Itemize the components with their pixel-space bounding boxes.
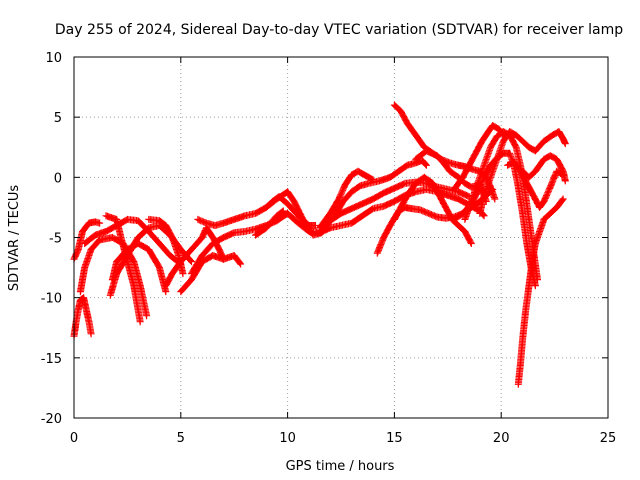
x-tick-label: 10 [279,431,296,446]
x-tick-label: 0 [70,431,78,446]
x-tick-label: 15 [386,431,403,446]
x-tick-label: 5 [177,431,185,446]
data-marker-trail [519,152,569,185]
y-tick-label: 0 [54,171,62,186]
series-s16 [331,157,430,220]
data-marker-trail [514,195,567,388]
y-axis-label: SDTVAR / TECUs [7,185,22,292]
data-marker-trail [504,158,567,211]
series-s23 [476,128,569,217]
data-marker-trail [450,122,507,193]
series-s27 [514,195,567,388]
series-s13 [262,193,319,229]
series-s15 [316,167,377,232]
data-marker-trail [390,173,475,247]
data-marker-trail [252,207,287,239]
x-axis-label: GPS time / hours [286,459,395,474]
x-tick-label: 20 [493,431,510,446]
axis-ticks: 0 5 10 15 20 25 -20 -15 -10 -5 0 5 10 [41,51,617,446]
series-s19 [390,173,475,247]
data-marker-trail [262,193,319,229]
y-tick-label: -20 [41,412,62,427]
y-tick-label: 5 [54,111,62,126]
data-marker-trail [177,252,245,296]
chart-title: Day 255 of 2024, Sidereal Day-to-day VTE… [55,22,623,38]
series-s25 [504,158,567,211]
y-tick-label: 10 [45,51,62,66]
y-tick-label: -10 [41,292,62,307]
series-s8 [145,215,187,278]
y-tick-label: -15 [41,352,62,367]
series-s10 [177,252,245,296]
series-s14 [252,207,287,239]
data-marker-trail [331,157,430,220]
data-points [70,101,569,388]
y-tick-label: -5 [49,232,62,247]
data-marker-trail [316,167,377,232]
data-marker-trail [145,215,187,278]
data-marker-trail [162,224,227,290]
x-tick-label: 25 [600,431,617,446]
data-marker-trail [476,128,569,217]
series-s21 [450,122,507,193]
series-s9 [162,224,227,290]
series-s26 [519,152,569,185]
